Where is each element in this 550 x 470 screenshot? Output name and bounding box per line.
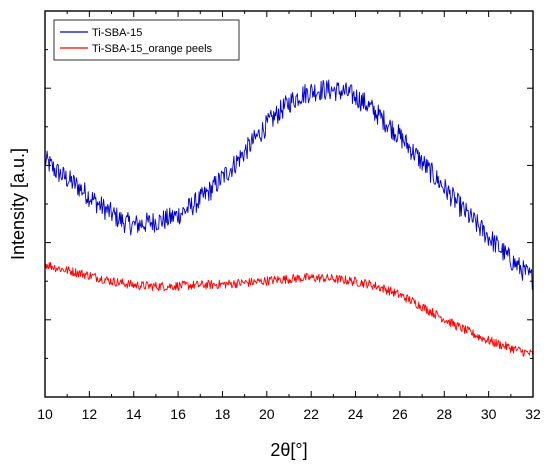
x-tick-label: 32 bbox=[525, 406, 541, 422]
legend: Ti-SBA-15 Ti-SBA-15_orange peels bbox=[53, 19, 240, 61]
x-tick-label: 22 bbox=[303, 406, 319, 422]
x-tick-label: 28 bbox=[436, 406, 452, 422]
x-axis: 10 12 14 16 18 20 22 24 26 28 30 32 bbox=[37, 11, 541, 422]
x-tick-label: 10 bbox=[37, 406, 53, 422]
legend-box bbox=[53, 19, 240, 61]
series-line-ti-sba-15-orange-peels bbox=[44, 262, 534, 357]
x-axis-label: 2θ[°] bbox=[270, 440, 307, 460]
legend-label-ti-sba-15: Ti-SBA-15 bbox=[92, 27, 142, 39]
series-line-ti-sba-15 bbox=[44, 79, 534, 291]
legend-label-ti-sba-15-orange-peels: Ti-SBA-15_orange peels bbox=[92, 43, 213, 55]
x-tick-label: 20 bbox=[259, 406, 275, 422]
x-tick-label: 30 bbox=[481, 406, 497, 422]
x-tick-label: 18 bbox=[215, 406, 231, 422]
x-tick-label: 14 bbox=[126, 406, 142, 422]
x-tick-label: 26 bbox=[392, 406, 408, 422]
x-tick-label: 16 bbox=[170, 406, 186, 422]
x-tick-label: 12 bbox=[82, 406, 98, 422]
x-tick-label: 24 bbox=[348, 406, 364, 422]
y-axis-label: Intensity [a.u.] bbox=[8, 148, 28, 260]
series-lines bbox=[44, 79, 534, 357]
y-axis bbox=[45, 10, 533, 398]
